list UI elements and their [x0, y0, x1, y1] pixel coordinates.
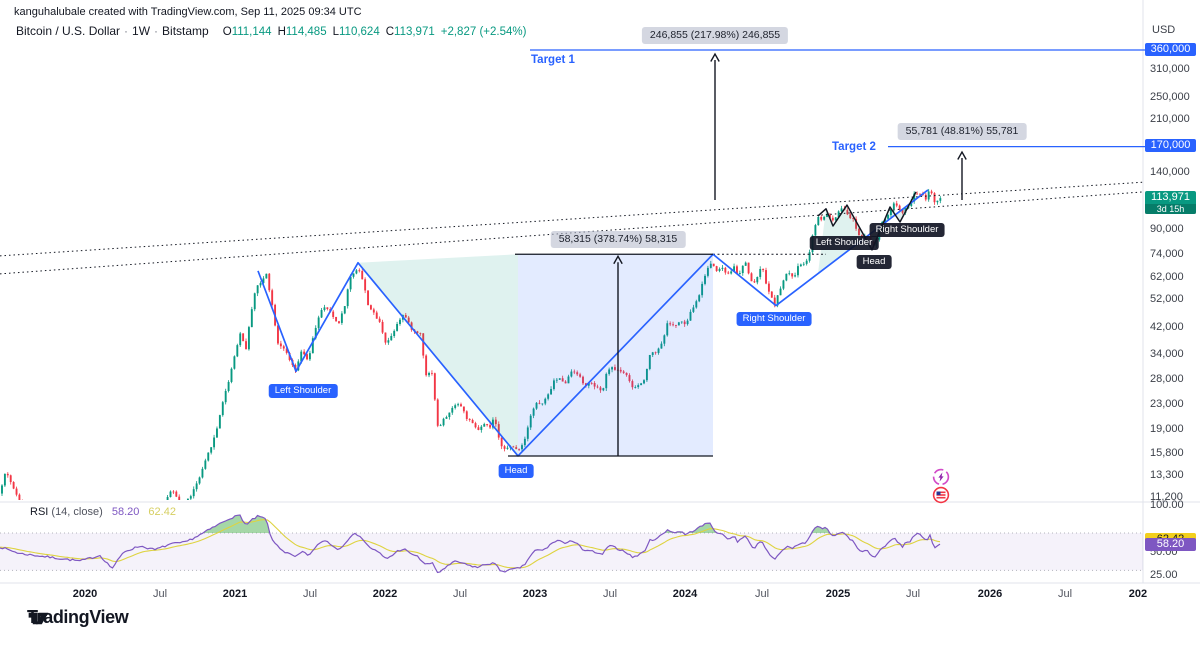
interval-label[interactable]: 1W	[132, 24, 151, 38]
measure-label-target1[interactable]: 246,855 (217.98%) 246,855	[641, 27, 789, 44]
tradingview-logo[interactable]: TradingView	[27, 607, 129, 628]
time-tick: Jul	[152, 588, 168, 600]
open-label: O	[222, 26, 232, 38]
price-tick: 13,300	[1150, 468, 1184, 481]
ohlc-values: O111,144 H114,485 L110,624 C113,971 +2,827 (…	[217, 24, 527, 38]
right-shoulder-badge[interactable]: Right Shoulder	[736, 312, 812, 326]
time-tick: 2020	[72, 588, 98, 600]
price-tick: 42,000	[1150, 320, 1184, 333]
time-tick: Jul	[452, 588, 468, 600]
target2-price-badge: 170,000	[1145, 139, 1196, 153]
last-price-badge: 113,971 3d 15h	[1145, 191, 1196, 215]
open-value: 111,144	[231, 26, 272, 38]
time-tick: Jul	[754, 588, 770, 600]
target-lines	[530, 49, 1146, 148]
price-tick: 19,000	[1150, 422, 1184, 435]
low-label: L	[332, 26, 339, 38]
time-tick: 2027	[1128, 588, 1147, 600]
target1-label[interactable]: Target 1	[531, 54, 575, 66]
separator-dot: ·	[124, 24, 129, 38]
price-tick: 11,200	[1150, 490, 1183, 503]
time-tick: 2021	[222, 588, 248, 600]
head-badge-small[interactable]: Head	[856, 255, 892, 269]
rsi-tick: 25.00	[1150, 568, 1178, 581]
price-tick: 28,000	[1150, 372, 1184, 385]
left-shoulder-badge-small[interactable]: Left Shoulder	[809, 236, 879, 250]
separator-dot: ·	[154, 24, 159, 38]
price-tick: 52,000	[1150, 293, 1184, 306]
rsi-ma-value: 62.42	[148, 506, 176, 518]
left-shoulder-badge[interactable]: Left Shoulder	[268, 384, 338, 398]
price-tick: 74,000	[1150, 247, 1184, 260]
time-tick: Jul	[1057, 588, 1073, 600]
us-flag-event-icon[interactable]	[932, 486, 950, 504]
tradingview-logo-text: TradingView	[27, 607, 129, 627]
economic-event-icon[interactable]	[932, 468, 950, 486]
target1-price-badge: 360,000	[1145, 42, 1196, 56]
time-tick: 2023	[522, 588, 548, 600]
measure-label-target2[interactable]: 55,781 (48.81%) 55,781	[897, 123, 1027, 140]
time-tick: 2024	[672, 588, 698, 600]
exchange-label[interactable]: Bitstamp	[162, 24, 209, 38]
price-tick: 90,000	[1150, 222, 1184, 235]
symbol-legend[interactable]: Bitcoin / U.S. Dollar · 1W · Bitstamp O111,14…	[16, 24, 526, 38]
time-tick: Jul	[302, 588, 318, 600]
time-tick: Jul	[602, 588, 618, 600]
rsi-value-badge: 58.20	[1145, 538, 1196, 551]
measure-label-head[interactable]: 58,315 (378.74%) 58,315	[550, 231, 686, 248]
close-value: 113,971	[394, 26, 435, 38]
close-label: C	[385, 26, 395, 38]
change-value: +2,827 (+2.54%)	[440, 26, 527, 38]
rsi-tick: 100.00	[1150, 499, 1184, 511]
right-shoulder-badge-small[interactable]: Right Shoulder	[869, 223, 945, 237]
rsi-value: 58.20	[111, 506, 140, 518]
time-tick: 2025	[825, 588, 851, 600]
currency-label: USD	[1152, 24, 1176, 36]
symbol-name[interactable]: Bitcoin / U.S. Dollar	[16, 24, 121, 38]
price-tick: 62,000	[1150, 270, 1184, 283]
rsi-title: RSI	[30, 506, 49, 518]
price-tick: 250,000	[1150, 90, 1190, 103]
attribution-text: kanguhalubale created with TradingView.c…	[14, 6, 362, 18]
time-tick: Jul	[905, 588, 921, 600]
price-tick: 310,000	[1150, 63, 1190, 76]
low-value: 110,624	[339, 26, 380, 38]
head-badge[interactable]: Head	[498, 464, 534, 478]
target2-label[interactable]: Target 2	[832, 141, 876, 153]
rsi-legend[interactable]: RSI (14, close) 58.20 62.42	[30, 506, 176, 518]
price-tick: 15,800	[1150, 446, 1184, 459]
price-tick: 140,000	[1150, 165, 1190, 178]
candle-series	[1, 188, 942, 500]
rsi-pane	[0, 514, 1143, 574]
time-axis[interactable]: 2020 Jul 2021 Jul 2022 Jul 2023 Jul 2024 Jul 2025 J…	[0, 586, 1147, 604]
time-tick: 2022	[372, 588, 398, 600]
high-value: 114,485	[285, 26, 327, 38]
time-tick: 2026	[977, 588, 1003, 600]
price-tick: 34,000	[1150, 347, 1184, 360]
high-label: H	[277, 26, 286, 38]
tradingview-logo-mark	[28, 612, 49, 625]
head-and-shoulders-lines	[257, 52, 967, 457]
price-tick: 23,000	[1150, 398, 1184, 411]
price-tick: 210,000	[1150, 113, 1190, 126]
rsi-params: (14, close)	[51, 506, 103, 518]
